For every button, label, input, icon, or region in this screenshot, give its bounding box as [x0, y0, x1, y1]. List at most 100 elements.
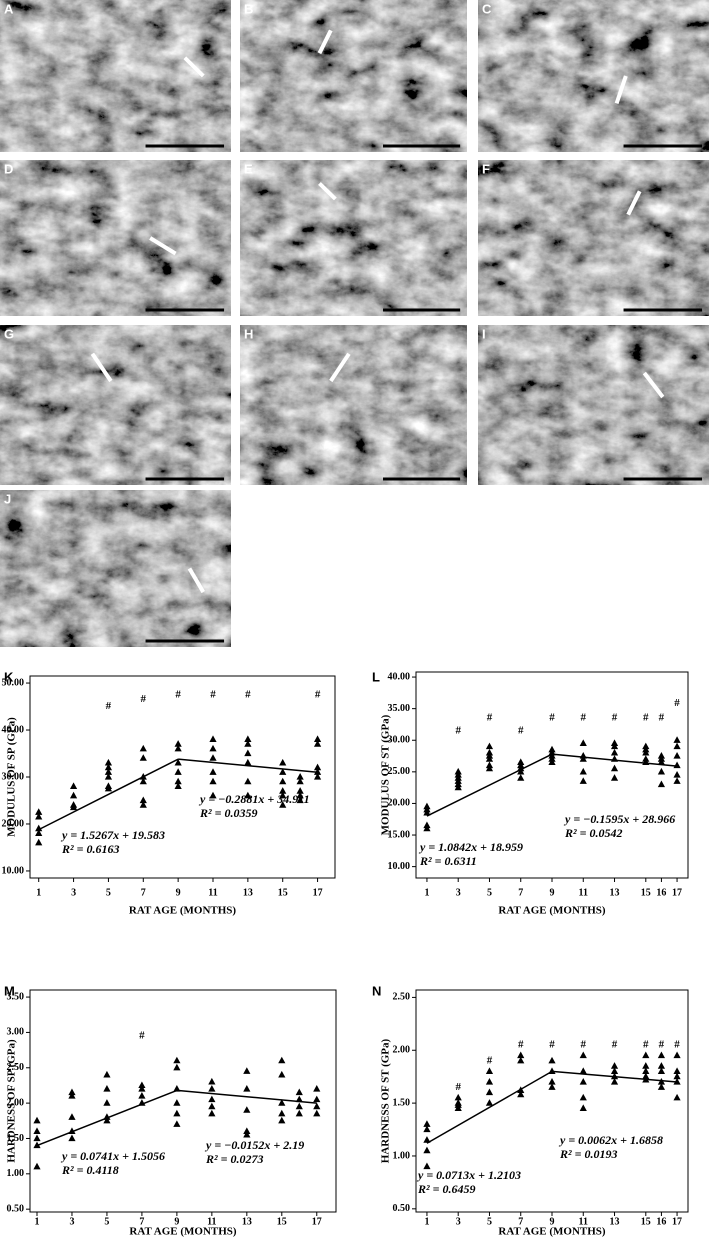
data-point — [244, 791, 252, 799]
data-point — [313, 773, 322, 780]
significance-mark: # — [581, 712, 587, 724]
data-point — [579, 1093, 587, 1101]
data-point — [295, 1109, 303, 1117]
data-point — [278, 1109, 286, 1117]
data-point — [423, 1146, 431, 1154]
data-point — [610, 1062, 619, 1069]
regression-equation: R² = 0.6311 — [419, 854, 477, 868]
y-tick-label: 1.50 — [7, 1133, 25, 1144]
data-point — [68, 1088, 76, 1096]
significance-mark: # — [643, 712, 649, 724]
data-point — [244, 749, 252, 757]
regression-equation: y = −0.1595x + 28.966 — [563, 812, 675, 826]
regression-equation: R² = 0.0542 — [564, 826, 622, 840]
regression-equation: R² = 0.4118 — [61, 1163, 119, 1177]
data-point — [673, 1051, 681, 1059]
data-point — [657, 1083, 666, 1090]
data-point — [579, 1067, 587, 1074]
data-point — [243, 1067, 251, 1074]
data-point — [68, 1092, 76, 1099]
y-tick-label: 1.00 — [7, 1168, 25, 1179]
sem-image: G — [0, 325, 231, 485]
data-point — [548, 1083, 556, 1090]
data-point — [279, 801, 287, 808]
data-point — [642, 1067, 650, 1074]
data-point — [68, 1113, 76, 1120]
data-point — [139, 754, 147, 761]
arrow — [317, 29, 333, 55]
x-tick-label: 9 — [176, 887, 181, 898]
arrow — [614, 75, 628, 104]
data-point — [673, 1077, 681, 1085]
data-point — [579, 739, 587, 747]
y-tick-label: 10.00 — [2, 865, 25, 876]
data-point — [642, 1075, 650, 1083]
data-point — [673, 1072, 681, 1080]
data-point — [279, 777, 287, 785]
regression-equation: y = 1.0842x + 18.959 — [418, 840, 523, 854]
x-tick-label: 3 — [69, 1216, 74, 1227]
data-point — [610, 774, 619, 781]
x-tick-label: 13 — [610, 887, 620, 898]
regression-equation: y = 0.0741x + 1.5056 — [60, 1149, 165, 1163]
data-point — [673, 1093, 681, 1101]
significance-mark: # — [455, 1081, 461, 1093]
data-point — [517, 774, 525, 781]
panel-label: L — [372, 669, 380, 684]
data-point — [579, 755, 587, 762]
sem-image: I — [478, 325, 709, 485]
data-point — [485, 1067, 494, 1074]
x-axis-title: RAT AGE (MONTHS) — [498, 905, 605, 917]
data-point — [243, 1127, 251, 1135]
data-point — [244, 758, 252, 766]
data-point — [279, 791, 287, 799]
data-point — [208, 1109, 216, 1117]
regression-equation: R² = 0.0193 — [559, 1147, 617, 1161]
regression-equation: y = 0.0713x + 1.2103 — [416, 1168, 521, 1182]
data-point — [174, 782, 182, 789]
data-point — [579, 767, 587, 775]
y-tick-label: 15.00 — [388, 829, 411, 840]
data-point — [33, 1116, 41, 1124]
sem-texture — [240, 0, 467, 152]
x-tick-label: 1 — [36, 887, 41, 898]
sem-image: J — [0, 490, 231, 647]
data-point — [296, 796, 304, 804]
data-point — [313, 1084, 321, 1092]
data-point — [279, 787, 287, 794]
y-tick-label: 2.00 — [393, 1045, 411, 1056]
x-tick-label: 1 — [34, 1216, 39, 1227]
sem-image: A — [0, 0, 231, 152]
data-point — [610, 748, 619, 756]
panel-label: I — [482, 326, 486, 341]
regression-equation: y = 1.5267x + 19.583 — [60, 828, 165, 842]
data-point — [579, 1051, 587, 1059]
data-point — [517, 1056, 525, 1064]
data-point — [296, 777, 304, 785]
significance-mark: # — [139, 1029, 145, 1041]
x-tick-label: 15 — [641, 887, 651, 898]
data-point — [485, 1077, 494, 1085]
x-tick-label: 3 — [456, 1216, 461, 1227]
data-point — [209, 735, 217, 743]
x-axis-title: RAT AGE (MONTHS) — [129, 905, 236, 917]
data-point — [423, 1162, 431, 1170]
y-tick-label: 40.00 — [388, 671, 411, 682]
sem-image: E — [240, 160, 467, 316]
sem-image: F — [478, 160, 709, 316]
arrow — [642, 371, 665, 399]
data-point — [454, 783, 462, 791]
data-point — [313, 768, 322, 775]
data-point — [579, 777, 587, 784]
data-point — [243, 1130, 251, 1138]
data-point — [209, 768, 217, 775]
data-point — [209, 791, 217, 799]
data-point — [139, 801, 147, 808]
data-point — [642, 1062, 650, 1069]
data-point — [244, 735, 252, 743]
data-point — [673, 771, 681, 778]
data-point — [174, 777, 182, 785]
data-point — [68, 1134, 76, 1142]
data-point — [104, 758, 113, 766]
